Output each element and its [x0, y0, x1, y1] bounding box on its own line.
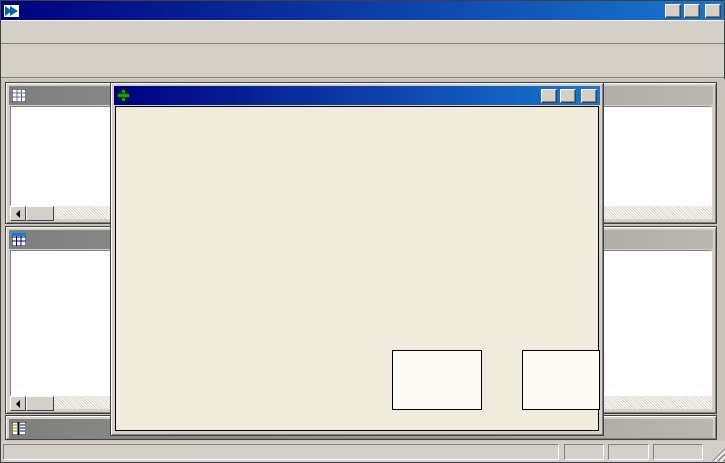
xbar-chart-svg [124, 142, 422, 233]
scroll-left-arrow[interactable] [10, 396, 26, 411]
capability-plot-panel [368, 337, 600, 432]
minimize-button[interactable] [665, 3, 681, 18]
maximize-button[interactable] [684, 3, 700, 18]
graph-plus-icon [117, 89, 130, 102]
histogram-panel [420, 131, 598, 235]
graph-close-button[interactable] [581, 88, 597, 103]
status-bar [1, 441, 725, 462]
probplot-svg [420, 257, 598, 335]
project-manager-icon [12, 422, 26, 435]
status-panel-3 [608, 444, 649, 460]
graph-maximize-button[interactable] [560, 88, 576, 103]
close-button[interactable] [705, 3, 721, 18]
status-message [3, 444, 559, 460]
status-panel-2 [564, 444, 604, 460]
session-icon [12, 89, 26, 102]
minitab-app-icon [4, 4, 19, 18]
scroll-thumb[interactable] [26, 206, 54, 221]
scroll-thumb[interactable] [26, 396, 54, 411]
r-chart-svg [124, 246, 422, 337]
last25-title [154, 339, 338, 350]
r-chart-title [154, 235, 338, 246]
menu-bar [1, 20, 724, 44]
overall-stats-title [523, 351, 599, 362]
sixpack-canvas [115, 106, 600, 432]
xbar-chart-title [154, 131, 338, 142]
xbar-chart-panel [124, 131, 426, 233]
within-stats-title [393, 351, 481, 362]
scroll-left-arrow[interactable] [10, 206, 26, 221]
capability-intervals [483, 343, 519, 432]
sixpack-graph-window[interactable] [110, 82, 604, 436]
toolbar [1, 45, 724, 78]
workspace [1, 79, 725, 443]
resize-grip[interactable] [712, 448, 725, 461]
histogram-svg [420, 142, 598, 235]
histogram-title [420, 131, 598, 142]
probplot-panel [420, 237, 598, 336]
worksheet-icon [12, 233, 26, 246]
graph-minimize-button[interactable] [541, 88, 557, 103]
within-stats-box [392, 350, 482, 410]
sixpack-titlebar[interactable] [114, 86, 600, 105]
overall-stats-box [522, 350, 600, 410]
probplot-title [420, 237, 598, 248]
probplot-subtitle [420, 248, 598, 257]
r-chart-panel [124, 235, 426, 337]
main-titlebar[interactable] [1, 1, 724, 20]
clock-panel [653, 444, 703, 460]
